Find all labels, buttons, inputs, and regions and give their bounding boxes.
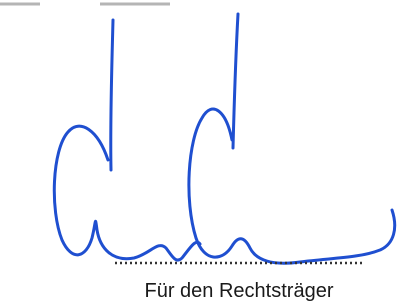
page: {"document": {"signature_caption": "Für …: [0, 0, 405, 307]
signature: [54, 14, 394, 263]
signature-caption: Für den Rechtsträger: [145, 280, 334, 302]
signature-block: Für den Rechtsträger: [0, 0, 405, 307]
